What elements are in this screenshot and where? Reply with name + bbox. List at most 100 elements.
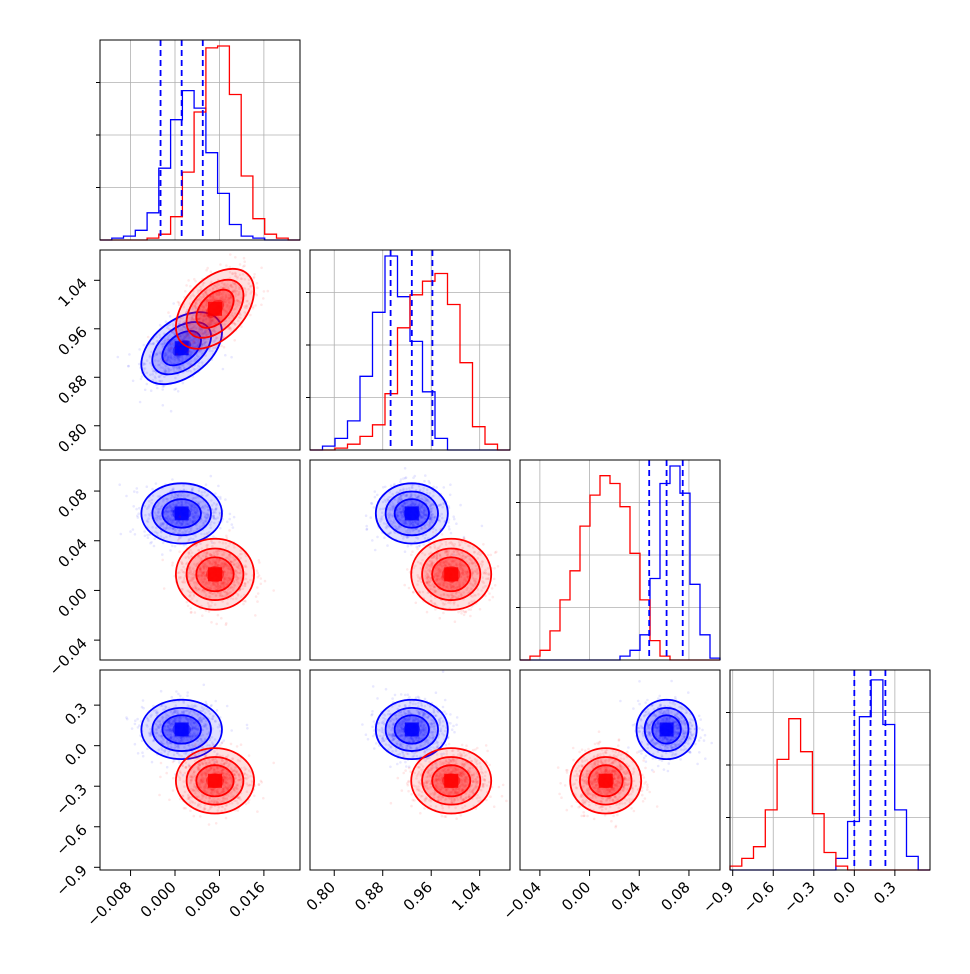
scatter-point bbox=[490, 554, 493, 557]
scatter-point bbox=[177, 693, 180, 696]
scatter-point bbox=[414, 475, 417, 478]
scatter-point bbox=[210, 270, 213, 273]
scatter-point bbox=[186, 351, 189, 354]
density-peak bbox=[405, 506, 419, 520]
scatter-point bbox=[143, 344, 146, 347]
scatter-point bbox=[132, 505, 135, 508]
scatter-point bbox=[184, 290, 187, 293]
scatter-point bbox=[205, 483, 208, 486]
scatter-point bbox=[226, 537, 229, 540]
scatter-point bbox=[253, 273, 256, 276]
scatter-point bbox=[449, 483, 452, 486]
scatter-point bbox=[161, 553, 164, 556]
scatter-point bbox=[134, 719, 137, 722]
scatter-point bbox=[172, 302, 175, 305]
scatter-point bbox=[129, 530, 132, 533]
scatter-point bbox=[426, 611, 429, 614]
scatter-point bbox=[136, 515, 139, 518]
scatter-point bbox=[226, 705, 229, 708]
scatter-point bbox=[418, 545, 421, 548]
scatter-point bbox=[376, 494, 379, 497]
scatter-point bbox=[161, 388, 164, 391]
scatter-point bbox=[412, 591, 415, 594]
scatter-point bbox=[226, 521, 229, 524]
scatter-point bbox=[194, 611, 197, 614]
scatter-point bbox=[134, 743, 137, 746]
scatter-point bbox=[163, 359, 166, 362]
scatter-point bbox=[178, 304, 181, 307]
scatter-point bbox=[256, 282, 259, 285]
scatter-point bbox=[365, 528, 368, 531]
scatter-point bbox=[134, 723, 137, 726]
scatter-point bbox=[399, 481, 402, 484]
scatter-point bbox=[151, 761, 154, 764]
scatter-point bbox=[151, 488, 154, 491]
scatter-point bbox=[415, 602, 418, 605]
scatter-point bbox=[210, 704, 213, 707]
scatter-point bbox=[260, 583, 263, 586]
scatter-point bbox=[147, 536, 150, 539]
scatter-point bbox=[365, 514, 368, 517]
scatter-point bbox=[249, 314, 252, 317]
scatter-point bbox=[482, 543, 485, 546]
scatter-point bbox=[229, 253, 232, 256]
scatter-point bbox=[233, 339, 236, 342]
scatter-point bbox=[118, 483, 121, 486]
scatter-point bbox=[232, 526, 235, 529]
scatter-point bbox=[262, 297, 265, 300]
scatter-point bbox=[214, 492, 217, 495]
scatter-point bbox=[160, 690, 163, 693]
scatter-point bbox=[422, 543, 425, 546]
scatter-point bbox=[222, 368, 225, 371]
scatter-point bbox=[243, 257, 246, 260]
scatter-point bbox=[230, 729, 233, 732]
scatter-point bbox=[406, 568, 409, 571]
scatter-point bbox=[256, 572, 259, 575]
scatter-point bbox=[443, 486, 446, 489]
scatter-point bbox=[450, 532, 453, 535]
scatter-point bbox=[371, 539, 374, 542]
scatter-point bbox=[263, 290, 266, 293]
scatter-point bbox=[193, 278, 196, 281]
scatter-point bbox=[386, 544, 389, 547]
scatter-point bbox=[491, 587, 494, 590]
scatter-point bbox=[133, 490, 136, 493]
scatter-point bbox=[254, 304, 257, 307]
scatter-point bbox=[191, 366, 194, 369]
density-peak bbox=[208, 567, 222, 581]
scatter-point bbox=[424, 474, 427, 477]
scatter-point bbox=[479, 608, 482, 611]
scatter-point bbox=[467, 608, 470, 611]
scatter-point bbox=[185, 284, 188, 287]
scatter-point bbox=[138, 348, 141, 351]
scatter-point bbox=[178, 344, 181, 347]
scatter-point bbox=[126, 718, 129, 721]
panel-2-0 bbox=[118, 475, 275, 626]
scatter-point bbox=[447, 521, 450, 524]
scatter-point bbox=[428, 482, 431, 485]
scatter-point bbox=[231, 523, 234, 526]
scatter-point bbox=[432, 531, 435, 534]
scatter-point bbox=[128, 353, 131, 356]
scatter-point bbox=[143, 530, 146, 533]
scatter-point bbox=[131, 727, 134, 730]
scatter-point bbox=[144, 389, 147, 392]
scatter-point bbox=[439, 617, 442, 620]
scatter-point bbox=[171, 562, 174, 565]
scatter-point bbox=[469, 615, 472, 618]
density-peak bbox=[175, 722, 189, 736]
scatter-point bbox=[206, 362, 209, 365]
scatter-point bbox=[224, 354, 227, 357]
scatter-point bbox=[488, 592, 491, 595]
scatter-point bbox=[125, 495, 128, 498]
scatter-point bbox=[215, 623, 218, 626]
scatter-point bbox=[175, 690, 178, 693]
scatter-point bbox=[146, 747, 149, 750]
scatter-point bbox=[179, 543, 182, 546]
scatter-point bbox=[162, 404, 165, 407]
scatter-point bbox=[256, 286, 259, 289]
scatter-point bbox=[220, 617, 223, 620]
scatter-point bbox=[234, 256, 237, 259]
scatter-point bbox=[210, 475, 213, 478]
scatter-point bbox=[182, 382, 185, 385]
